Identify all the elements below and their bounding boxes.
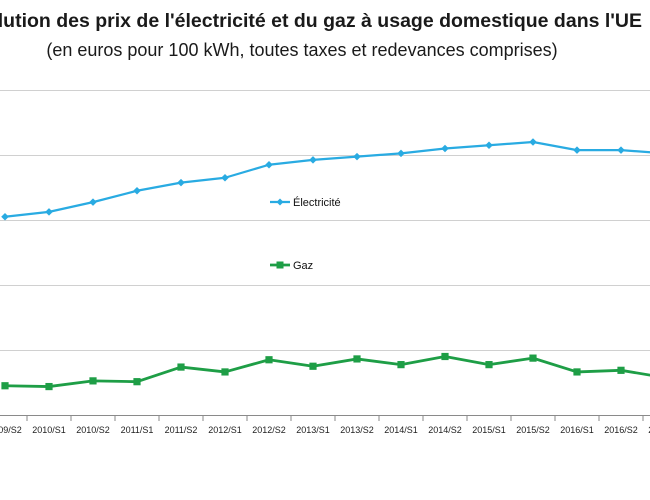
data-point xyxy=(353,152,361,161)
data-point xyxy=(529,138,537,146)
data-point xyxy=(177,363,185,371)
data-point xyxy=(177,178,185,187)
legend-label: Électricité xyxy=(293,196,341,209)
x-tick-label: 2011/S1 xyxy=(121,425,154,435)
data-point xyxy=(617,146,625,154)
data-point xyxy=(397,149,405,158)
data-point xyxy=(1,382,9,390)
x-tick-label: 2010/S1 xyxy=(32,425,66,435)
data-point xyxy=(133,186,141,195)
data-point xyxy=(309,156,317,164)
data-point xyxy=(309,362,317,370)
x-tick-label: 2013/S2 xyxy=(340,425,374,435)
data-point xyxy=(441,352,449,361)
chart-title: Évolution des prix de l'électricité et d… xyxy=(0,10,643,32)
data-point xyxy=(89,377,97,385)
x-tick-label: 2016/S2 xyxy=(604,425,638,435)
x-tick-label: 2014/S2 xyxy=(428,425,462,435)
x-tick-label: 2012/S1 xyxy=(208,425,242,435)
data-point xyxy=(573,368,581,376)
x-tick-label: 2012/S2 xyxy=(252,425,286,435)
data-point xyxy=(573,146,581,154)
data-point xyxy=(265,160,273,169)
legend-marker xyxy=(276,261,284,269)
x-tick-label: 2015/S1 xyxy=(472,425,506,435)
data-point xyxy=(221,173,229,182)
legend-entry-gaz: Gaz xyxy=(270,260,313,272)
data-point xyxy=(265,356,273,364)
legend-marker xyxy=(276,198,284,206)
data-point xyxy=(45,382,53,391)
data-point xyxy=(45,208,53,216)
data-point xyxy=(397,361,405,369)
data-point xyxy=(221,368,229,376)
x-tick-label: 2015/S2 xyxy=(516,425,550,435)
data-point xyxy=(485,361,493,369)
x-tick-label: 2013/S1 xyxy=(296,425,330,435)
x-tick-label: 2016/S1 xyxy=(560,425,594,435)
x-tick-label: 2009/S2 xyxy=(0,425,22,435)
legend-label: Gaz xyxy=(293,260,313,272)
data-point xyxy=(485,141,493,150)
data-point xyxy=(89,198,97,206)
data-point xyxy=(441,144,449,153)
x-tick-label: 2011/S2 xyxy=(165,425,198,435)
series-line xyxy=(4,355,650,388)
x-tick-label: 2017/S1 xyxy=(648,425,650,435)
data-point xyxy=(353,355,361,363)
series-electricite xyxy=(1,138,650,221)
series-gaz xyxy=(1,352,650,391)
legend-entry-electricite: Électricité xyxy=(270,196,341,209)
x-tick-label: 2014/S1 xyxy=(384,425,418,435)
chart-subtitle: (en euros pour 100 kWh, toutes taxes et … xyxy=(46,40,558,60)
data-point xyxy=(1,212,9,221)
x-tick-label: 2010/S2 xyxy=(76,425,110,435)
data-point xyxy=(133,378,141,386)
series-line xyxy=(4,140,650,218)
data-point xyxy=(617,366,625,374)
data-point xyxy=(529,354,537,362)
